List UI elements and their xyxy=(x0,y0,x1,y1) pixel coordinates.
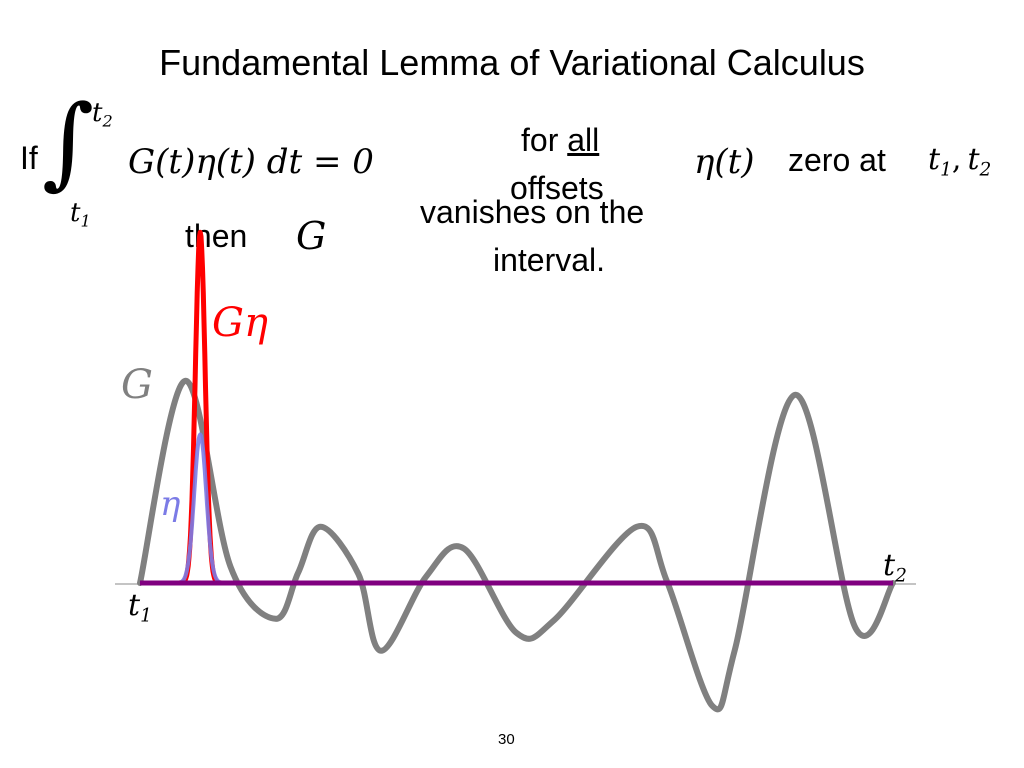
conclusion-line-1: vanishes on the xyxy=(420,194,645,230)
slide-title: Fundamental Lemma of Variational Calculu… xyxy=(159,42,865,83)
g-label: G xyxy=(121,362,153,408)
integral-sign: ∫ xyxy=(42,83,95,200)
eta-function: η(t) xyxy=(694,142,755,182)
then-symbol-g: G xyxy=(296,214,327,258)
t2-label: t2 xyxy=(883,548,907,587)
conclusion-line-2: interval. xyxy=(493,242,606,278)
g-eta-label: Gη xyxy=(212,300,268,346)
zero-at-text: zero at xyxy=(788,142,886,178)
g-curve xyxy=(137,377,896,713)
if-word: If xyxy=(20,140,38,176)
offsets-word: offsets xyxy=(510,170,604,206)
eta-label: η xyxy=(160,484,181,524)
integral-lower-limit: t1 xyxy=(70,198,91,231)
endpoints-math: t1, t2 xyxy=(928,142,992,181)
for-all-label: for all xyxy=(521,122,600,158)
all-word: all xyxy=(567,122,600,158)
g-eta-curve xyxy=(138,229,293,586)
integrand-equation: G(t)η(t) dt = 0 xyxy=(128,142,374,182)
then-word: then xyxy=(185,218,248,254)
page-number: 30 xyxy=(498,731,515,748)
integral-upper-limit: t2 xyxy=(92,98,113,131)
t1-label: t1 xyxy=(128,588,152,627)
